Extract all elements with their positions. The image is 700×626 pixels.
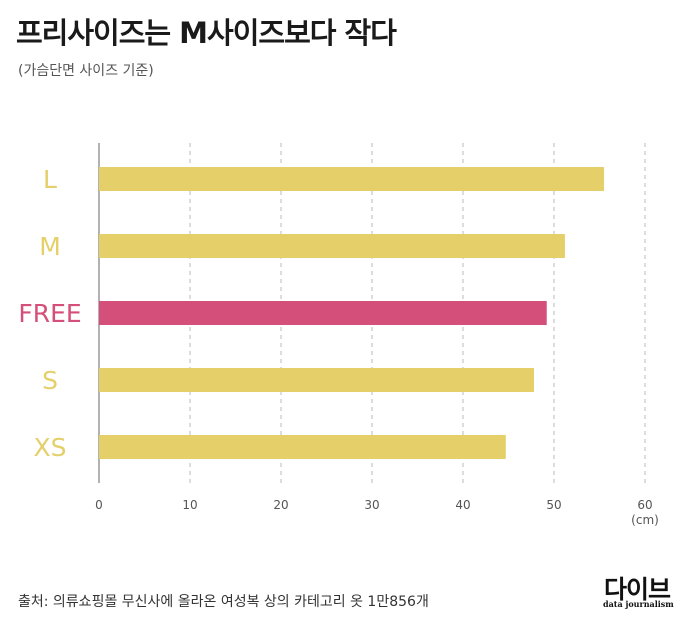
chart-title: 프리사이즈는 M사이즈보다 작다 [16, 16, 397, 50]
x-tick-label: 60 [637, 498, 652, 512]
category-label: L [43, 165, 57, 194]
category-label: XS [34, 433, 67, 462]
category-label: M [39, 232, 61, 261]
dive-logo: 다이브 data journalism [600, 574, 684, 610]
bar-chart: 0 10 20 30 40 50 60(cm) L M FREE S XS [18, 143, 659, 527]
x-tick-label: 10 [182, 498, 197, 512]
x-tick-label: 50 [546, 498, 561, 512]
category-label: S [42, 366, 58, 395]
bar-free [99, 301, 547, 325]
logo-text: 다이브 [604, 575, 671, 604]
source-note: 출처: 의류쇼핑몰 무신사에 올라온 여성복 상의 카테고리 옷 1만856개 [18, 594, 429, 610]
category-label: FREE [18, 299, 81, 328]
logo-subtext: data journalism [603, 599, 674, 609]
x-tick-label: 20 [273, 498, 288, 512]
x-tick-label: 0 [95, 498, 103, 512]
x-tick-label: 30 [364, 498, 379, 512]
chart-subtitle: (가슴단면 사이즈 기준) [18, 63, 154, 79]
x-tick-label: 40 [455, 498, 470, 512]
bar-l [99, 167, 605, 191]
bar-xs [99, 435, 506, 459]
bar-s [99, 368, 534, 392]
bar-m [99, 234, 565, 258]
x-unit-label: (cm) [631, 513, 659, 527]
